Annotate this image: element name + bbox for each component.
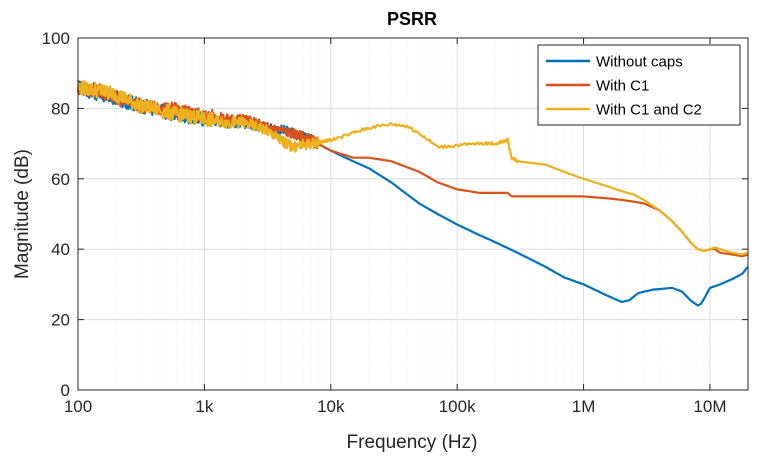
x-tick-label: 10k xyxy=(317,397,345,416)
series-line xyxy=(76,80,749,256)
y-axis-label: Magnitude (dB) xyxy=(12,149,33,279)
legend-label: Without caps xyxy=(596,54,683,71)
chart-title: PSRR xyxy=(387,9,437,29)
y-tick-label: 0 xyxy=(61,381,70,400)
x-tick-label: 100k xyxy=(439,397,476,416)
y-tick-label: 60 xyxy=(51,170,70,189)
legend-label: With C1 xyxy=(596,78,649,95)
y-tick-label: 20 xyxy=(51,311,70,330)
x-tick-label: 100 xyxy=(64,397,92,416)
y-tick-label: 40 xyxy=(51,240,70,259)
y-tick-label: 80 xyxy=(51,99,70,118)
legend-label: With C1 and C2 xyxy=(596,102,702,119)
x-tick-label: 1k xyxy=(195,397,213,416)
x-tick-label: 10M xyxy=(693,397,726,416)
y-tick-label: 100 xyxy=(42,29,70,48)
x-tick-label: 1M xyxy=(572,397,596,416)
plot-area: 100 1k 10k 100k 1M 10M 0 20 40 60 80 100 Without cap… xyxy=(42,29,749,416)
axes-box xyxy=(77,37,749,391)
x-axis-label: Frequency (Hz) xyxy=(347,432,478,453)
